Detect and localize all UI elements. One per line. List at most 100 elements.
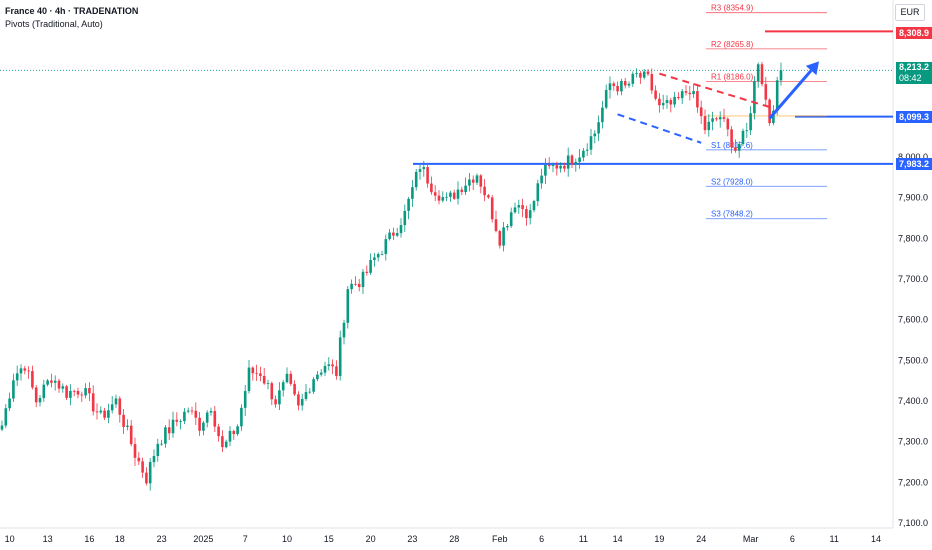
candle-body <box>551 165 555 167</box>
candle-body <box>365 271 369 273</box>
y-tick-label: 7,600.0 <box>898 315 928 325</box>
candle-body <box>449 192 452 197</box>
candle-body <box>384 239 388 254</box>
candle-body <box>730 129 733 148</box>
candle-body <box>688 92 692 95</box>
candle-body <box>259 373 262 376</box>
candle-body <box>433 192 437 196</box>
candle-body <box>661 102 665 106</box>
candle-body <box>285 373 289 383</box>
candle-body <box>418 169 422 172</box>
candle-body <box>703 116 707 131</box>
candle-body <box>426 167 429 184</box>
candle-body <box>612 83 616 86</box>
candle-body <box>354 283 357 285</box>
candle-body <box>278 390 281 405</box>
candle-body <box>8 398 11 409</box>
candle-body <box>114 398 118 405</box>
currency-button[interactable]: EUR <box>895 4 925 21</box>
pivot-label-r2: R2 (8265.8) <box>711 40 754 49</box>
channel-upper-line <box>659 72 774 110</box>
y-tick-label: 7,100.0 <box>898 518 928 528</box>
candle-body <box>164 427 167 444</box>
candle-body <box>737 143 741 151</box>
candle-body <box>627 83 631 86</box>
candle-body <box>445 196 448 198</box>
candle-body <box>38 398 42 403</box>
candle-body <box>327 364 331 366</box>
y-tick-label: 7,800.0 <box>898 233 928 243</box>
candle-body <box>585 149 589 151</box>
candle-body <box>236 426 239 435</box>
candle-body <box>775 80 779 111</box>
candle-body <box>107 410 110 418</box>
candle-body <box>718 117 722 120</box>
candle-body <box>604 90 608 108</box>
candle-body <box>407 198 410 211</box>
candle-body <box>297 394 300 406</box>
pivot-label-r3: R3 (8354.9) <box>711 4 754 13</box>
candle-body <box>46 380 49 385</box>
chart-grid <box>0 0 894 529</box>
candle-body <box>308 391 312 393</box>
candle-body <box>194 410 198 418</box>
candle-body <box>506 226 509 228</box>
candle-body <box>589 136 593 150</box>
candle-body <box>247 367 251 392</box>
candle-body <box>570 155 574 165</box>
time-axis[interactable]: 10 13 16 18 23 2025 7 10 15 20 23 28 Feb 6 11 14 19 24 Mar… <box>5 534 881 544</box>
candle-body <box>209 411 213 413</box>
x-tick-label: 11 <box>579 534 588 544</box>
y-tick-label: 7,500.0 <box>898 355 928 365</box>
candle-body <box>15 373 19 381</box>
indicator-label[interactable]: Pivots (Traditional, Auto) <box>5 19 103 29</box>
candle-body <box>441 197 445 201</box>
candle-body <box>399 225 403 234</box>
x-tick-label: 23 <box>157 534 167 544</box>
candle-body <box>601 107 604 123</box>
candle-body <box>293 383 296 395</box>
candle-body <box>190 410 194 412</box>
candle-body <box>373 257 376 260</box>
candle-body <box>251 367 255 374</box>
candle-body <box>479 175 483 187</box>
candle-body <box>152 456 156 463</box>
candle-body <box>221 436 224 448</box>
candle-body <box>99 410 103 413</box>
candle-body <box>456 189 460 199</box>
candle-body <box>369 259 372 273</box>
candle-body <box>274 399 277 405</box>
x-tick-label: 28 <box>449 534 459 544</box>
candle-body <box>156 443 160 457</box>
candle-body <box>563 165 566 169</box>
candlestick-series <box>0 61 783 491</box>
price-axis[interactable]: 7,100.0 7,200.0 7,300.0 7,400.0 7,500.0 7,600… <box>898 152 928 528</box>
candle-body <box>707 121 711 131</box>
candle-body <box>741 130 745 144</box>
candle-body <box>338 337 342 376</box>
candle-body <box>658 98 661 106</box>
candle-body <box>650 74 654 91</box>
candle-body <box>509 212 513 227</box>
candle-body <box>547 164 551 167</box>
candle-body <box>631 73 635 84</box>
candle-body <box>137 457 141 462</box>
target-price-tag: 8,308.9 <box>896 27 932 39</box>
candle-body <box>23 368 27 371</box>
drawing-tools <box>617 61 819 144</box>
pivot-label-r1: R1 (8186.0) <box>711 72 754 81</box>
candle-body <box>680 91 684 99</box>
x-tick-label: 6 <box>539 534 544 544</box>
candle-body <box>521 205 524 210</box>
candle-body <box>171 419 175 434</box>
candle-body <box>91 393 95 412</box>
candle-body <box>494 219 498 232</box>
candle-body <box>483 186 486 196</box>
x-tick-label: 7 <box>243 534 248 544</box>
candle-body <box>80 394 84 396</box>
x-tick-label: 2025 <box>193 534 213 544</box>
candle-body <box>475 175 479 183</box>
candle-body <box>555 165 559 169</box>
symbol-title[interactable]: France 40 · 4h · TRADENATION <box>5 6 139 16</box>
